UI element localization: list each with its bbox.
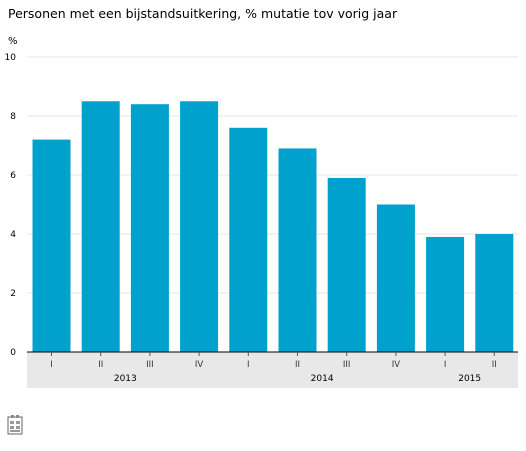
y-tick-label: 2 [10, 289, 16, 299]
bars [32, 101, 514, 352]
x-tick-label: I [247, 360, 250, 370]
bar-4 [180, 101, 219, 352]
cbs-logo-icon [7, 414, 23, 436]
bar-2 [81, 101, 120, 352]
bar-8 [376, 204, 415, 352]
x-tick-label: I [444, 360, 447, 370]
chart-title: Personen met een bijstandsuitkering, % m… [8, 6, 398, 21]
x-tick-label: III [343, 360, 351, 370]
x-tick-label: II [98, 360, 103, 370]
bar-5 [229, 127, 268, 352]
bar-9 [426, 236, 465, 352]
bar-10 [475, 234, 514, 352]
year-label: 2015 [458, 374, 481, 384]
bar-3 [130, 104, 169, 352]
x-tick-label: IV [392, 360, 401, 370]
x-tick-label: I [50, 360, 53, 370]
y-axis-unit-label: % [8, 36, 18, 47]
year-label: 2013 [114, 374, 137, 384]
y-tick-label: 8 [10, 112, 16, 122]
x-tick-label: II [492, 360, 497, 370]
x-tick-label: IV [195, 360, 204, 370]
y-tick-label: 4 [10, 230, 16, 240]
x-tick-label: II [295, 360, 300, 370]
y-tick-label: 10 [5, 53, 17, 63]
bar-1 [32, 139, 71, 352]
bar-6 [278, 148, 317, 352]
category-band [27, 352, 518, 388]
y-tick-label: 6 [10, 171, 16, 181]
y-tick-label: 0 [10, 348, 16, 358]
year-label: 2014 [311, 374, 334, 384]
category-axis-band [27, 352, 518, 388]
axes [27, 351, 518, 356]
x-tick-label: III [146, 360, 154, 370]
bar-7 [327, 177, 366, 352]
